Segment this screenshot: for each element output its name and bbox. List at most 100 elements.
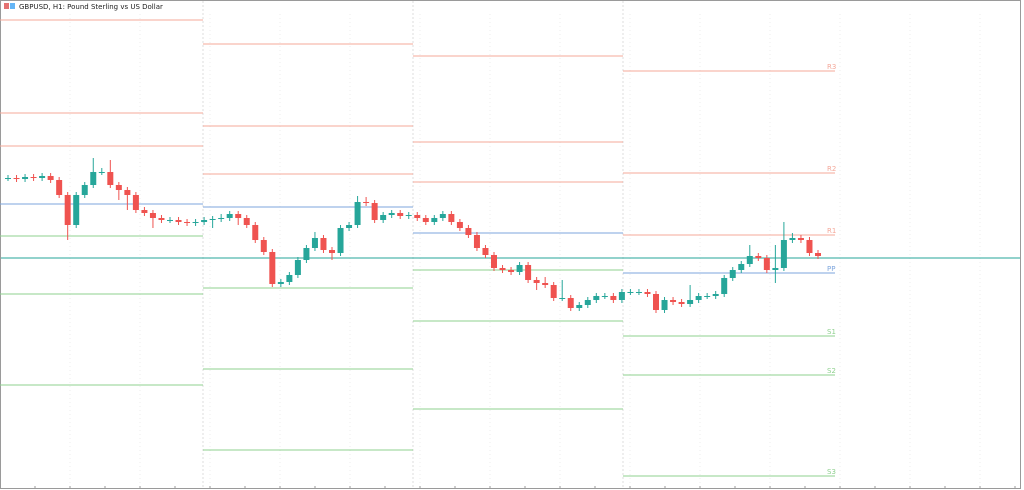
candle-body <box>98 172 105 173</box>
candle-body <box>115 185 122 190</box>
candle-body <box>192 222 199 223</box>
candle-body <box>294 260 301 275</box>
candle-body <box>491 255 497 268</box>
candle-body <box>380 215 387 220</box>
candle-body <box>209 219 216 220</box>
candle-body <box>337 228 344 253</box>
candle-body <box>397 213 404 216</box>
candle-body <box>64 195 71 225</box>
candle-body <box>559 298 566 299</box>
candle-body <box>729 270 736 278</box>
candle-body <box>448 214 455 222</box>
pivot-label: R1 <box>827 227 836 235</box>
candle-body <box>363 202 370 203</box>
candle-body <box>738 264 745 270</box>
candle-body <box>789 238 796 240</box>
candle-body <box>542 283 549 285</box>
candle-body <box>721 278 728 294</box>
candle-body <box>167 220 173 221</box>
candle-body <box>158 218 165 220</box>
candle-body <box>704 296 711 297</box>
candle-body <box>482 248 489 255</box>
chart-icon <box>4 3 15 9</box>
candle-body <box>644 292 651 294</box>
candle-body <box>465 228 472 235</box>
candle-body <box>815 253 821 256</box>
candle-body <box>653 294 659 310</box>
candle-body <box>269 252 276 284</box>
candle-body <box>346 225 353 228</box>
candle-body <box>252 225 259 240</box>
candle-body <box>124 190 131 195</box>
candle-body <box>755 256 762 258</box>
candle-body <box>201 220 208 222</box>
candle-body <box>422 218 429 222</box>
pivot-label: S2 <box>827 367 836 375</box>
candle-body <box>431 218 438 222</box>
candle-body <box>329 250 335 253</box>
candle-body <box>311 238 318 248</box>
candle-body <box>141 210 148 213</box>
pivot-label: PP <box>827 265 835 273</box>
candle-body <box>797 238 804 240</box>
pivot-label: S1 <box>827 328 836 336</box>
candle-body <box>456 222 463 228</box>
candle-body <box>81 185 88 195</box>
candle-body <box>226 214 233 218</box>
pivot-label: R2 <box>827 165 836 173</box>
candle-body <box>47 176 54 180</box>
candle-body <box>260 240 267 252</box>
candle-body <box>30 177 37 178</box>
candle-body <box>635 292 642 293</box>
candle-body <box>670 300 677 302</box>
candle-body <box>678 302 685 304</box>
candle-body <box>277 282 284 284</box>
candle-body <box>746 256 753 264</box>
candle-body <box>149 213 156 218</box>
candle-body <box>243 218 250 225</box>
candle-body <box>13 178 20 179</box>
candle-body <box>508 270 515 272</box>
chart-title: GBPUSD, H1: Pound Sterling vs US Dollar <box>19 3 163 11</box>
candle-body <box>184 222 191 223</box>
candle-body <box>235 214 242 218</box>
candle-body <box>695 296 702 300</box>
candle-body <box>627 292 634 293</box>
pivot-label: R3 <box>827 63 836 71</box>
candle-body <box>414 215 421 218</box>
candle-body <box>661 300 668 310</box>
candle-body <box>525 265 532 280</box>
candle-body <box>218 218 225 219</box>
candle-body <box>780 240 787 268</box>
candle-body <box>39 176 46 178</box>
candle-body <box>371 203 378 220</box>
candle-body <box>132 195 139 210</box>
candle-body <box>354 202 361 225</box>
candle-body <box>303 248 310 260</box>
candle-body <box>610 296 617 300</box>
candle-body <box>601 296 608 297</box>
candle-body <box>405 215 412 216</box>
candle-body <box>90 172 97 185</box>
candle-body <box>175 220 182 222</box>
candle-body <box>763 258 770 270</box>
candle-body <box>712 294 719 296</box>
candle-body <box>286 275 293 282</box>
candle-body <box>516 265 523 272</box>
candle-body <box>550 285 557 298</box>
candle-body <box>687 300 694 304</box>
candle-body <box>576 305 583 308</box>
candle-body <box>593 296 600 300</box>
candle-body <box>56 180 63 195</box>
candle-body <box>567 298 574 308</box>
candle-body <box>772 268 779 270</box>
candle-body <box>320 238 327 250</box>
candle-body <box>5 178 11 179</box>
candle-body <box>533 280 540 283</box>
candle-body <box>473 235 480 248</box>
candle-body <box>499 268 506 270</box>
pivot-label: S3 <box>827 468 836 476</box>
candle-body <box>806 240 813 253</box>
